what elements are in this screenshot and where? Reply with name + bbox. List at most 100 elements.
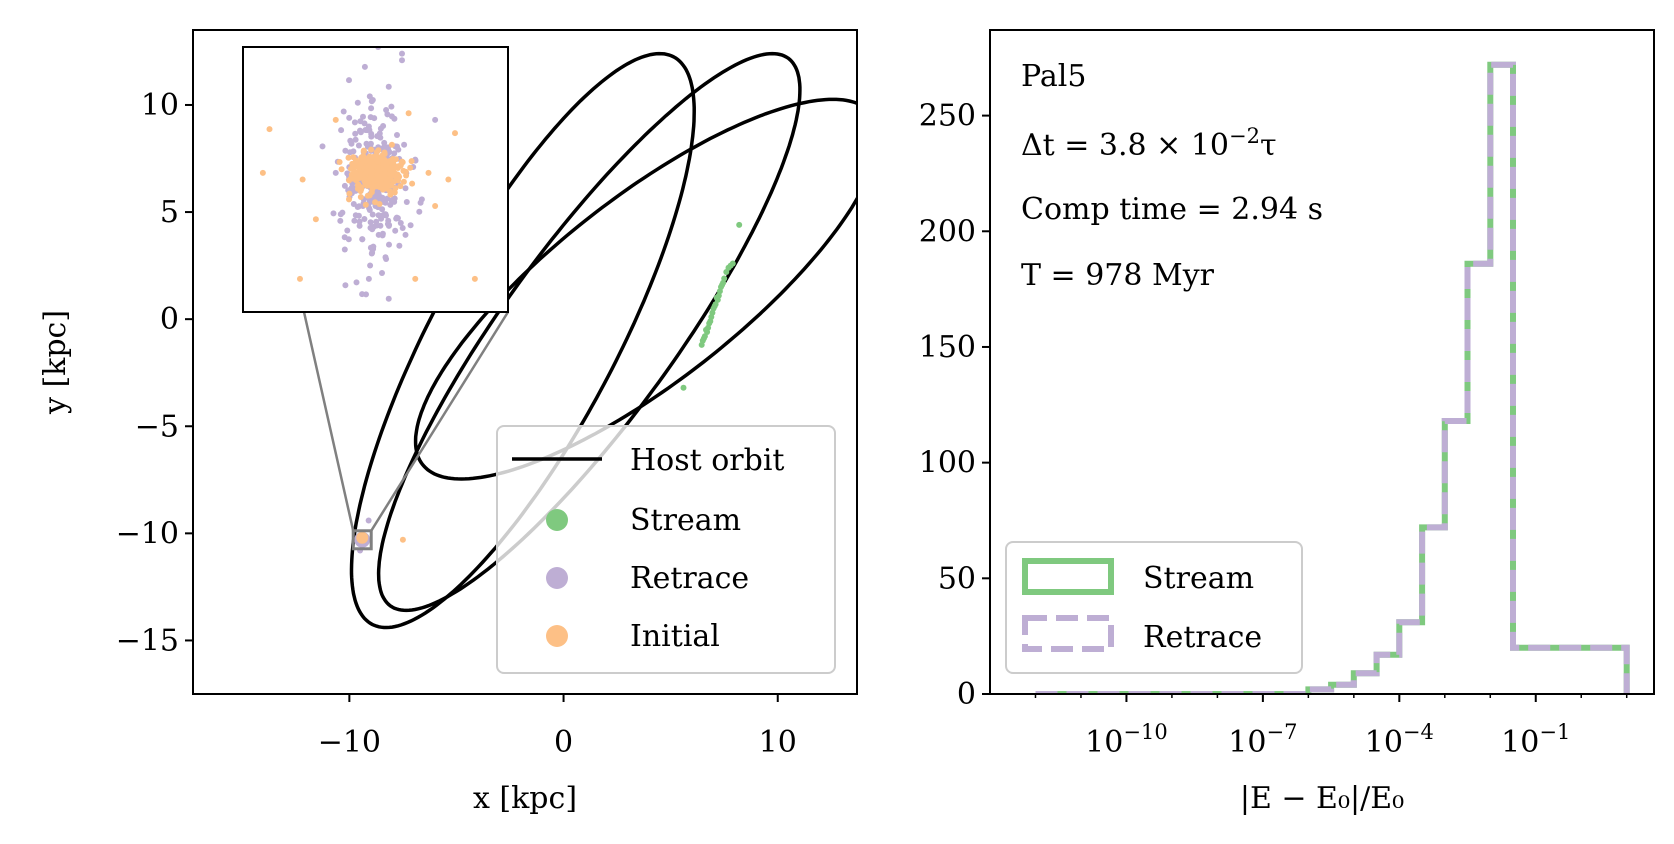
inset-initial-point	[360, 147, 367, 154]
energy-histogram-panel: 10−10 10−7 10−4 10−1 0 50 100 150 200 250 |E − E…	[919, 29, 1655, 816]
inset-retrace-point	[366, 207, 373, 213]
inset-initial-point	[312, 216, 319, 223]
inset-retrace-point	[370, 223, 377, 230]
inset-initial-point	[412, 275, 419, 282]
inset-retrace-point	[359, 236, 366, 243]
inset-initial-point	[368, 189, 375, 196]
inset-zoom-lines	[302, 311, 510, 532]
stream-point	[703, 326, 709, 333]
inset-initial-point	[364, 192, 371, 199]
orbit-y-axis-label: y [kpc]	[38, 310, 73, 415]
inset-retrace-point	[369, 97, 376, 103]
inset-retrace-point	[375, 212, 382, 219]
inset-retrace-point	[374, 133, 381, 140]
inset-retrace-point	[391, 198, 398, 205]
inset-retrace-point	[385, 295, 392, 302]
legend-retrace-label: Retrace	[630, 561, 749, 596]
histogram-x-axis-label: |E − E₀|/E₀	[1240, 781, 1404, 816]
stream-point	[727, 262, 734, 269]
histogram-y-tick-label: 0	[957, 677, 976, 712]
legend-host-orbit-label: Host orbit	[630, 443, 784, 478]
legend-stream-swatch	[546, 509, 568, 531]
inset-retrace-point	[388, 103, 395, 110]
inset-initial-point	[350, 154, 357, 161]
host-orbit-line	[349, 51, 857, 630]
inset-retrace-point	[353, 279, 360, 286]
inset-initial-point	[397, 183, 404, 190]
inset-initial-point	[396, 173, 403, 180]
inset-initial-point	[388, 141, 395, 148]
histogram-y-tick-label: 100	[919, 446, 976, 481]
inset-retrace-point	[347, 137, 354, 144]
annotation-total-time: T = 978 Myr	[1021, 258, 1215, 293]
inset-retrace-point	[394, 132, 400, 138]
inset-initial-point	[387, 191, 394, 198]
inset-retrace-point	[360, 113, 366, 120]
inset-initial-point	[445, 176, 452, 183]
inset-retrace-point	[386, 241, 392, 248]
legend-retrace-hist-label: Retrace	[1143, 620, 1262, 655]
inset-retrace-point	[369, 211, 376, 218]
inset-initial-point	[367, 157, 374, 164]
inset-retrace-point	[340, 108, 347, 115]
inset-retrace-point	[330, 210, 337, 217]
inset-retrace-point	[365, 123, 372, 130]
inset-retrace-point	[369, 249, 376, 256]
stream-point	[680, 384, 687, 391]
inset-retrace-point	[367, 262, 374, 269]
inset-initial-point	[409, 180, 416, 187]
inset-retrace-point	[373, 218, 380, 225]
inset-initial-point	[407, 164, 414, 171]
inset-initial-point	[390, 178, 397, 185]
inset-retrace-point	[391, 150, 398, 157]
stream-point	[707, 318, 714, 325]
inset-retrace-point	[367, 114, 374, 121]
zoom-line-left	[302, 311, 355, 532]
inset-retrace-point	[319, 143, 326, 150]
inset-retrace-point	[403, 199, 410, 205]
inset-retrace-point	[351, 217, 358, 224]
inset-retrace-point	[384, 221, 391, 227]
orbit-panel: −10 0 10 −15 −10 −5 0 5 10 x [kpc] y [kpc] Host…	[38, 29, 858, 816]
inset-retrace-point	[356, 222, 363, 229]
host-orbit-loop-2	[376, 51, 802, 613]
inset-initial-point	[408, 158, 415, 165]
histogram-steps	[1035, 61, 1630, 694]
inset-initial-point	[380, 171, 386, 178]
inset-retrace-point	[402, 231, 409, 238]
stream-points	[680, 221, 743, 391]
inset-retrace-point	[370, 243, 377, 250]
inset-initial-point	[377, 177, 384, 184]
orbit-y-tick-label: −5	[135, 409, 179, 444]
inset-initial-point	[332, 116, 339, 123]
inset-initial-point	[374, 158, 381, 165]
inset-initial-point	[376, 184, 383, 190]
inset-retrace-point	[383, 107, 390, 113]
stream-point	[720, 279, 727, 286]
inset-initial-point	[400, 178, 407, 185]
inset-initial-point	[346, 196, 352, 203]
legend-initial-label: Initial	[630, 619, 720, 654]
inset-retrace-point	[407, 222, 414, 229]
inset-initial-point	[299, 176, 306, 183]
inset-retrace-point	[399, 50, 405, 57]
stream-point	[711, 303, 718, 310]
stream-point	[723, 269, 730, 275]
inset-retrace-point	[346, 77, 352, 84]
inset-initial-point	[383, 161, 390, 168]
inset-retrace-point	[361, 120, 368, 127]
inset-retrace-point	[368, 105, 375, 112]
inset-initial-point	[388, 173, 395, 180]
inset-retrace-point	[402, 185, 409, 192]
inset-retrace-point	[365, 141, 372, 148]
orbit-x-tick-label: 0	[554, 725, 573, 760]
inset-retrace-point	[385, 83, 392, 90]
inset-retrace-point	[382, 211, 389, 218]
inset-retrace-point	[394, 215, 401, 222]
histogram-y-tick-label: 150	[919, 330, 976, 365]
host-orbit-loop-3	[413, 97, 857, 481]
cluster-points	[351, 517, 406, 554]
inset-initial-point	[358, 184, 365, 191]
orbit-y-tick-label: −10	[116, 516, 179, 551]
inset-retrace-point	[342, 282, 349, 289]
